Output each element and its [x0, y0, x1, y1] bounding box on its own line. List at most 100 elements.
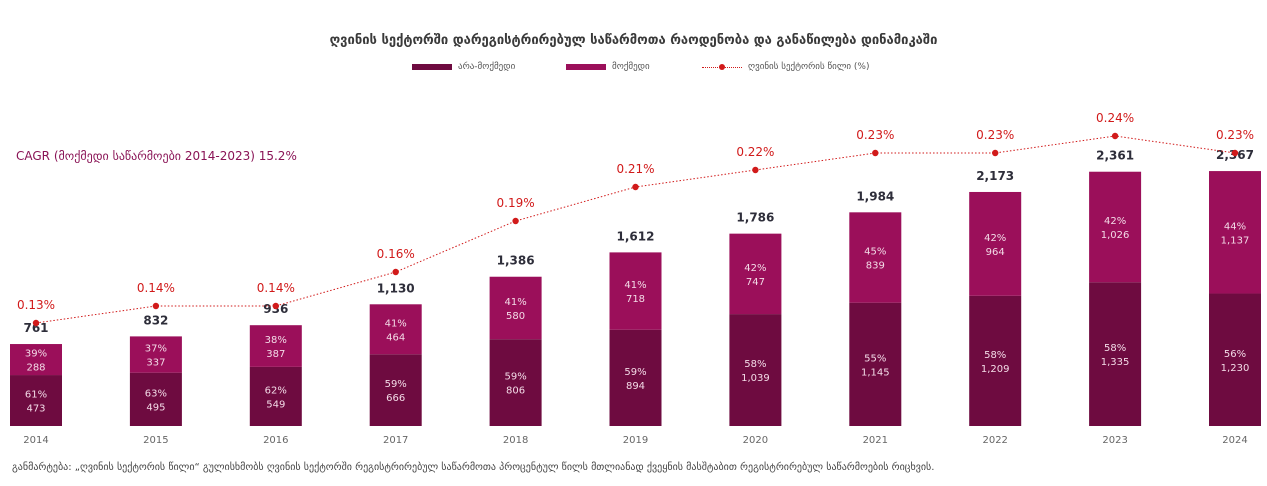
- footnote: განმარტება: „ღვინის სექტორის წილი“ გულის…: [12, 462, 935, 473]
- bar-active-pct-label: 41%: [385, 318, 407, 329]
- bar-inactive-pct-label: 55%: [864, 353, 886, 364]
- bar-inactive: [1089, 282, 1142, 426]
- share-point: [272, 302, 279, 310]
- share-point: [392, 268, 399, 276]
- share-data-label: 0.23%: [856, 128, 894, 142]
- bar-total-label: 761: [23, 321, 48, 335]
- share-data-label: 0.21%: [616, 162, 654, 176]
- bar-inactive: [10, 375, 62, 426]
- bar-inactive: [609, 329, 662, 426]
- share-data-label: 0.16%: [377, 247, 415, 261]
- x-tick-label: 2016: [263, 435, 288, 446]
- bar-inactive: [489, 339, 542, 426]
- bar-inactive-value-label: 1,230: [1221, 363, 1250, 374]
- bar-active-pct-label: 41%: [504, 297, 526, 308]
- bar-total-label: 832: [143, 313, 168, 327]
- bar-active: [849, 212, 902, 303]
- bar-active-value-label: 387: [266, 349, 285, 360]
- bar-inactive-value-label: 666: [386, 393, 405, 404]
- bar-inactive: [849, 302, 902, 426]
- bar-inactive: [969, 295, 1022, 426]
- bar-inactive: [129, 372, 182, 426]
- bar-active-value-label: 464: [386, 332, 405, 343]
- bar-inactive-value-label: 1,335: [1101, 357, 1130, 368]
- share-data-label: 0.19%: [497, 196, 535, 210]
- bar-inactive-value-label: 894: [626, 381, 645, 392]
- share-point: [152, 302, 160, 310]
- share-data-label: 0.13%: [17, 298, 55, 312]
- bar-inactive-pct-label: 59%: [385, 379, 407, 390]
- bar-total-label: 1,612: [617, 229, 655, 243]
- bar-active-pct-label: 42%: [984, 233, 1006, 244]
- bar-inactive-pct-label: 56%: [1224, 349, 1246, 360]
- bar-active-pct-label: 39%: [25, 349, 47, 360]
- bar-total-label: 1,130: [377, 281, 415, 295]
- share-data-label: 0.23%: [976, 128, 1014, 142]
- bar-inactive-pct-label: 62%: [265, 385, 287, 396]
- legend-label-share: ღვინის სექტორის წილი (%): [748, 62, 870, 72]
- share-point: [512, 217, 519, 225]
- bar-active-pct-label: 37%: [145, 344, 167, 355]
- bar-active: [1089, 171, 1142, 283]
- legend-label-active: მოქმედი: [612, 62, 650, 72]
- share-point: [992, 149, 999, 157]
- cagr-annotation: CAGR (მოქმედი საწარმოები 2014-2023) 15.2…: [16, 149, 297, 163]
- bar-total-label: 1,386: [497, 254, 535, 268]
- share-point: [872, 149, 879, 157]
- bar-active-pct-label: 42%: [744, 263, 766, 274]
- bar-inactive-value-label: 1,039: [741, 373, 770, 384]
- bar-active-value-label: 580: [506, 311, 525, 322]
- bar-total-label: 2,173: [976, 169, 1014, 183]
- bar-inactive-pct-label: 59%: [504, 372, 526, 383]
- bar-active: [10, 344, 62, 376]
- bar-active-pct-label: 38%: [265, 335, 287, 346]
- share-point: [1111, 132, 1119, 140]
- share-point: [1231, 149, 1239, 157]
- x-tick-label: 2024: [1222, 435, 1247, 446]
- bar-active: [1209, 171, 1261, 294]
- share-point: [632, 183, 639, 191]
- bar-inactive: [1209, 293, 1261, 426]
- bar-inactive-value-label: 806: [506, 386, 525, 397]
- share-point: [32, 319, 40, 327]
- bar-active: [129, 336, 182, 373]
- bar-inactive-pct-label: 58%: [744, 359, 766, 370]
- x-tick-label: 2017: [383, 435, 408, 446]
- share-point: [752, 166, 759, 174]
- x-tick-label: 2014: [23, 435, 48, 446]
- share-data-label: 0.22%: [736, 145, 774, 159]
- bar-inactive-value-label: 1,209: [981, 364, 1010, 375]
- bar-active-pct-label: 42%: [1104, 216, 1126, 227]
- x-tick-label: 2022: [982, 435, 1007, 446]
- bar-active: [609, 252, 662, 330]
- bar-inactive-pct-label: 59%: [624, 367, 646, 378]
- bar-active: [489, 276, 542, 340]
- bar-active-pct-label: 45%: [864, 247, 886, 258]
- bar-inactive-pct-label: 61%: [25, 390, 47, 401]
- bar-total-label: 2,361: [1096, 149, 1134, 163]
- bar-inactive-value-label: 549: [266, 399, 285, 410]
- bar-active-value-label: 1,137: [1221, 235, 1250, 246]
- x-tick-label: 2021: [863, 435, 888, 446]
- bar-inactive-pct-label: 58%: [984, 350, 1006, 361]
- share-data-label: 0.23%: [1216, 128, 1254, 142]
- bar-inactive: [369, 354, 422, 426]
- bar-active-pct-label: 41%: [624, 280, 646, 291]
- legend-label-inactive: არა-მოქმედი: [458, 62, 516, 72]
- legend-item-share: ღვინის სექტორის წილი (%): [702, 62, 870, 72]
- bar-inactive-value-label: 495: [146, 402, 165, 413]
- share-data-label: 0.24%: [1096, 111, 1134, 125]
- bar-active: [729, 233, 782, 315]
- legend: არა-მოქმედი მოქმედი ღვინის სექტორის წილი…: [0, 62, 1267, 78]
- bar-active-value-label: 747: [746, 277, 765, 288]
- bar-inactive-pct-label: 63%: [145, 388, 167, 399]
- legend-item-inactive: არა-მოქმედი: [412, 62, 515, 72]
- legend-item-active: მოქმედი: [566, 62, 650, 72]
- x-tick-label: 2023: [1102, 435, 1127, 446]
- bar-active: [369, 304, 422, 355]
- chart-title: ღვინის სექტორში დარეგისტრირებულ საწარმოთ…: [329, 33, 938, 48]
- share-data-label: 0.14%: [257, 281, 295, 295]
- bar-inactive-value-label: 1,145: [861, 367, 890, 378]
